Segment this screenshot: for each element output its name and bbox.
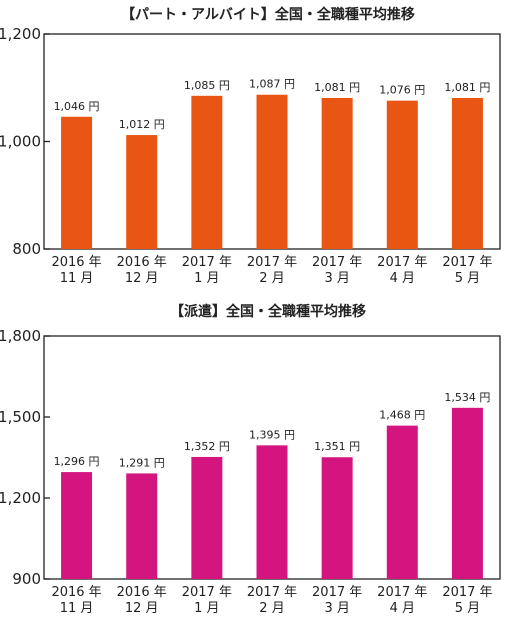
chart-1-data-label: 1,076 円 bbox=[379, 84, 425, 97]
chart-2-y-tick-label: 1,800 bbox=[0, 327, 41, 345]
chart-2-x-tick-label-month: 11 月 bbox=[60, 601, 94, 616]
chart-1-x-tick-label-year: 2017 年 bbox=[377, 255, 427, 270]
chart-2-x-tick-label-month: 12 月 bbox=[125, 601, 159, 616]
chart-1-data-label: 1,012 円 bbox=[119, 118, 165, 131]
chart-2-bar bbox=[61, 472, 93, 579]
chart-2-data-label: 1,296 円 bbox=[54, 455, 100, 468]
chart-2-x-tick-label-year: 2017 年 bbox=[247, 585, 297, 600]
chart-2-x-tick-label-month: 1 月 bbox=[194, 601, 219, 616]
chart-1-bar bbox=[451, 97, 483, 250]
chart-1-x-tick-label-month: 1 月 bbox=[194, 271, 219, 286]
chart-1-bar bbox=[321, 97, 353, 250]
chart-1-data-label: 1,081 円 bbox=[314, 81, 360, 94]
chart-2-x-tick-label-month: 5 月 bbox=[455, 601, 480, 616]
chart-1-x-tick-label-month: 3 月 bbox=[324, 271, 349, 286]
chart-2-x-tick-label-year: 2017 年 bbox=[312, 585, 362, 600]
chart-1-x-tick-label-year: 2017 年 bbox=[247, 255, 297, 270]
chart-2-x-tick-label-year: 2016 年 bbox=[117, 585, 167, 600]
chart-2-bar bbox=[191, 456, 223, 579]
chart-1-data-label: 1,046 円 bbox=[54, 100, 100, 113]
chart-1-data-label: 1,087 円 bbox=[249, 78, 295, 91]
chart-2-x-tick-label-month: 4 月 bbox=[390, 601, 415, 616]
chart-1-y-tick-label: 800 bbox=[12, 240, 41, 258]
chart-2-title: 【派遣】全国・全職種平均推移 bbox=[170, 303, 366, 320]
chart-2-y-tick-label: 900 bbox=[12, 570, 41, 588]
chart-2-bar bbox=[321, 457, 353, 579]
chart-2-x-tick-label-month: 2 月 bbox=[259, 601, 284, 616]
chart-1-y-tick-label: 1,200 bbox=[0, 25, 41, 43]
chart-2-bar bbox=[126, 473, 158, 579]
chart-1-x-tick-label-month: 11 月 bbox=[60, 271, 94, 286]
chart-2-y-tick-label: 1,200 bbox=[0, 489, 41, 507]
chart-2-data-label: 1,291 円 bbox=[119, 456, 165, 469]
chart-2-bar bbox=[451, 407, 483, 579]
chart-2-data-label: 1,395 円 bbox=[249, 428, 295, 441]
chart-2-bar bbox=[256, 445, 288, 579]
chart-1-x-tick-label-month: 12 月 bbox=[125, 271, 159, 286]
chart-2-x-tick-label-year: 2016 年 bbox=[51, 585, 101, 600]
chart-1-bar bbox=[191, 95, 223, 249]
chart-1-x-tick-label-year: 2017 年 bbox=[182, 255, 232, 270]
chart-1-bar bbox=[61, 116, 93, 250]
chart-1-x-tick-label-year: 2017 年 bbox=[312, 255, 362, 270]
chart-2-y-tick-label: 1,500 bbox=[0, 408, 41, 426]
chart-1-data-label: 1,081 円 bbox=[444, 81, 490, 94]
chart-1-y-tick-label: 1,000 bbox=[0, 133, 41, 151]
chart-1-bar bbox=[386, 100, 418, 250]
chart-2-data-label: 1,352 円 bbox=[184, 440, 230, 453]
chart-1-title: 【パート・アルバイト】全国・全職種平均推移 bbox=[121, 6, 415, 23]
chart-2-x-tick-label-year: 2017 年 bbox=[377, 585, 427, 600]
chart-1-x-tick-label-month: 5 月 bbox=[455, 271, 480, 286]
chart-1-data-label: 1,085 円 bbox=[184, 79, 230, 92]
chart-2-x-tick-label-year: 2017 年 bbox=[442, 585, 492, 600]
chart-2-bar bbox=[386, 425, 418, 579]
chart-2-data-label: 1,534 円 bbox=[444, 391, 490, 404]
chart-1-x-tick-label-year: 2016 年 bbox=[51, 255, 101, 270]
chart-2-data-label: 1,468 円 bbox=[379, 409, 425, 422]
chart-1-bar bbox=[126, 135, 158, 249]
chart-2-data-label: 1,351 円 bbox=[314, 440, 360, 453]
chart-1-x-tick-label-year: 2016 年 bbox=[117, 255, 167, 270]
chart-1-x-tick-label-month: 2 月 bbox=[259, 271, 284, 286]
chart-1-x-tick-label-month: 4 月 bbox=[390, 271, 415, 286]
chart-1-x-tick-label-year: 2017 年 bbox=[442, 255, 492, 270]
chart-2-x-tick-label-year: 2017 年 bbox=[182, 585, 232, 600]
chart-2-x-tick-label-month: 3 月 bbox=[324, 601, 349, 616]
chart-1-bar bbox=[256, 94, 288, 249]
